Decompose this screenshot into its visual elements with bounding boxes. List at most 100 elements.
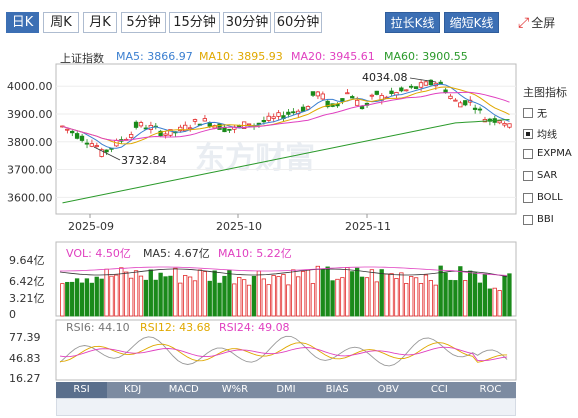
indicator-tab-kdj[interactable]: KDJ — [107, 382, 159, 398]
volume-ma-lines — [59, 266, 508, 278]
volume-bar — [251, 275, 257, 317]
volume-bar — [458, 266, 463, 317]
candle-body — [183, 124, 188, 132]
option-boll[interactable]: BOLL — [523, 192, 563, 203]
volume-bar — [482, 273, 488, 317]
volume-bar — [423, 274, 429, 317]
checkbox[interactable] — [523, 192, 533, 203]
candle-body — [458, 102, 463, 108]
volume-bar — [330, 280, 335, 317]
volume-bar — [291, 269, 296, 317]
candle-body — [389, 90, 394, 94]
tab-monthly-k[interactable]: 月K — [83, 12, 117, 33]
volume-bar — [227, 269, 232, 317]
volume-bar — [286, 284, 291, 317]
rsi-axis: 77.39 46.83 16.27 — [9, 331, 41, 385]
volume-bar — [492, 287, 497, 317]
index-name: 上证指数 — [60, 52, 104, 65]
date-tick-label: 2025-10 — [216, 220, 262, 233]
volume-bar — [467, 270, 473, 317]
volume-bar — [507, 273, 512, 317]
volume-ma10-line — [60, 266, 508, 276]
candle-body — [315, 91, 320, 97]
volume-bar — [472, 272, 478, 317]
indicator-tab-dmi[interactable]: DMI — [260, 382, 312, 398]
volume-bar — [266, 284, 271, 317]
volume-bar — [94, 276, 99, 317]
candle-body — [502, 123, 507, 126]
candle-body — [399, 87, 404, 92]
indicator-tab-rsi[interactable]: RSI — [56, 382, 108, 398]
volume-bar — [178, 282, 183, 317]
candle-body — [413, 86, 419, 89]
candle-body — [246, 123, 252, 126]
volume-bar — [237, 277, 242, 317]
checkbox[interactable] — [523, 148, 533, 159]
indicator-tab-macd[interactable]: MACD — [158, 382, 210, 398]
volume-bar — [345, 267, 350, 317]
option-bbi[interactable]: BBI — [523, 214, 554, 225]
candle-body — [374, 90, 379, 95]
tab-daily-k[interactable]: 日K — [6, 12, 39, 33]
time-scrollbar[interactable] — [56, 398, 516, 416]
lengthen-kline-button[interactable]: 拉长K线 — [385, 12, 440, 33]
candle-body — [453, 99, 458, 102]
indicator-tab-roc[interactable]: ROC — [464, 382, 516, 398]
volume-bar — [89, 282, 94, 317]
volume-bar — [114, 274, 119, 317]
candle-body — [227, 128, 232, 131]
candle-body — [256, 122, 262, 125]
checkbox[interactable] — [523, 128, 533, 139]
volume-bar — [124, 271, 129, 317]
volume-bar — [70, 281, 75, 317]
ma5-line — [62, 83, 510, 149]
volume-bar — [187, 276, 193, 317]
shorten-kline-button[interactable]: 缩短K线 — [444, 12, 499, 33]
tab-60min[interactable]: 60分钟 — [274, 12, 322, 33]
candle-body — [507, 123, 512, 128]
volume-bar — [74, 278, 80, 317]
option-sar[interactable]: SAR — [523, 170, 557, 181]
rsi6-line — [59, 335, 508, 367]
volume-bar — [350, 271, 355, 317]
tab-weekly-k[interactable]: 周K — [43, 12, 79, 33]
candle-body — [178, 126, 183, 132]
volume-bar — [222, 275, 227, 317]
candle-body — [443, 89, 448, 93]
candle-body — [192, 119, 198, 122]
candle-body — [89, 143, 94, 147]
vol-ma10-legend: MA10: 5.22亿 — [218, 247, 292, 260]
candle-body — [359, 106, 365, 110]
fullscreen-button[interactable]: ⤢ 全屏 — [518, 14, 556, 31]
candle-body — [276, 112, 281, 117]
option-expma[interactable]: EXPMA — [523, 148, 572, 159]
candle-body — [70, 130, 75, 134]
checkbox[interactable] — [523, 214, 533, 225]
indicator-tab-cci[interactable]: CCI — [413, 382, 465, 398]
candle-body — [74, 133, 80, 139]
checkbox[interactable] — [523, 107, 533, 118]
volume-bar — [128, 277, 134, 317]
moving-average-lines — [62, 83, 510, 204]
checkbox[interactable] — [523, 170, 533, 181]
indicator-tab-bias[interactable]: BIAS — [311, 382, 363, 398]
tab-15min[interactable]: 15分钟 — [169, 12, 220, 33]
candle-body — [128, 134, 134, 138]
tab-30min[interactable]: 30分钟 — [223, 12, 271, 33]
volume-chart-frame — [55, 241, 517, 317]
option-none[interactable]: 无 — [523, 105, 547, 120]
volume-bar — [433, 284, 438, 317]
candle-body — [158, 130, 163, 137]
volume-bar — [276, 276, 281, 317]
candle-body — [291, 111, 296, 114]
volume-bar — [359, 276, 365, 317]
tab-5min[interactable]: 5分钟 — [121, 12, 166, 33]
volume-bar — [261, 278, 266, 317]
candle-body — [202, 118, 207, 122]
candle-body — [350, 96, 355, 99]
candle-body — [463, 100, 468, 106]
indicator-tab-obv[interactable]: OBV — [362, 382, 414, 398]
indicator-tab-wr[interactable]: W%R — [209, 382, 261, 398]
option-ma[interactable]: 均线 — [523, 126, 557, 141]
